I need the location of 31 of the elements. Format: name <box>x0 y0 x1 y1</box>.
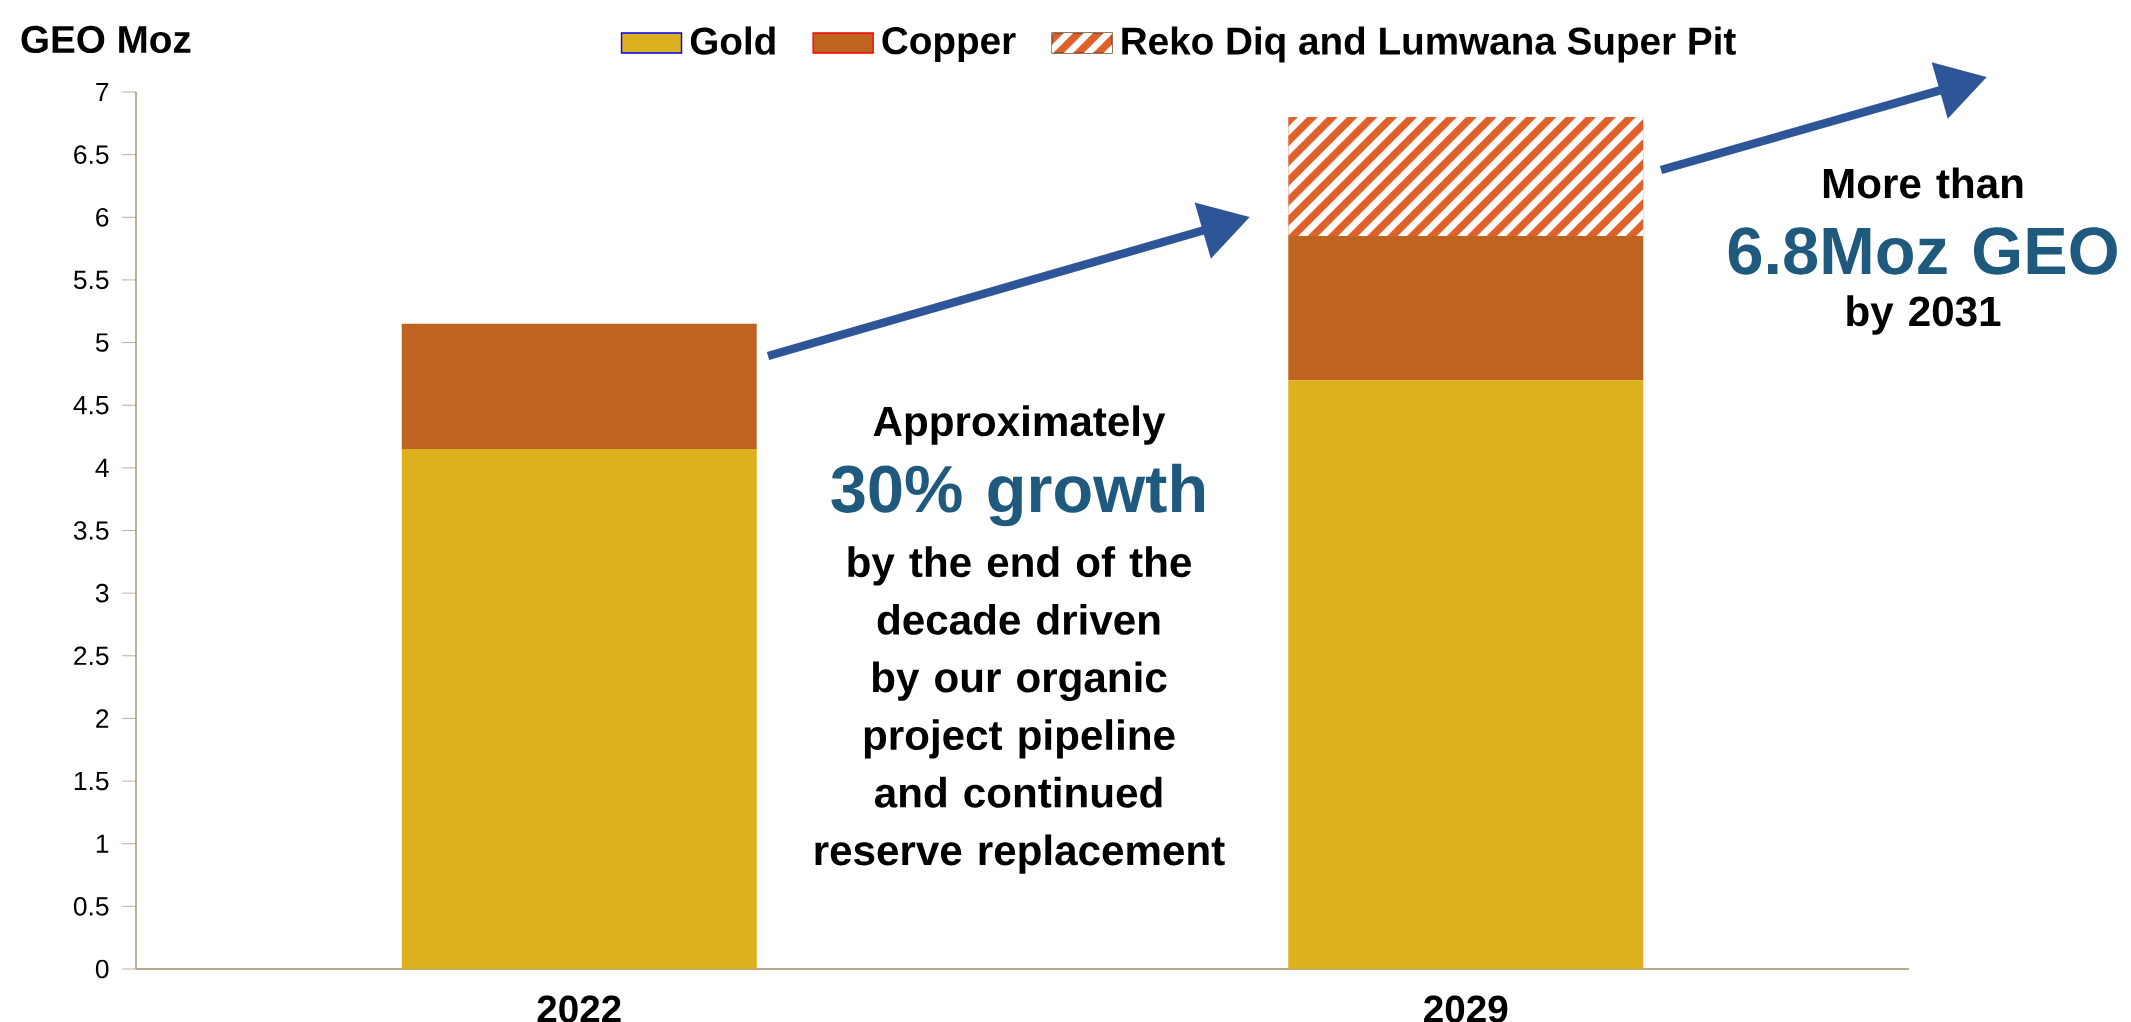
annotation: Approximately <box>873 405 1166 445</box>
y-tick-label: 3 <box>95 583 109 603</box>
bar <box>1288 236 1644 381</box>
y-tick-label: 7 <box>96 82 109 102</box>
y-tick-label: 4 <box>95 458 109 477</box>
x-tick-label: 2029 <box>1424 995 1508 1022</box>
y-tick-label: 3.5 <box>73 521 109 540</box>
y-tick-label: 2.5 <box>74 646 109 666</box>
y-tick-label: 2 <box>96 709 109 728</box>
x-tick-label: 2022 <box>537 995 621 1022</box>
y-tick-label: 0 <box>95 959 109 979</box>
y-tick-label: 4.5 <box>73 396 109 415</box>
y-tick-label: 5 <box>95 333 109 352</box>
annotation: by 2031 <box>1847 295 2001 335</box>
legend-label: Gold <box>690 26 775 55</box>
annotation: More than <box>1823 167 2023 199</box>
y-tick-label: 6.5 <box>74 145 109 164</box>
annotation: 6.8Moz GEO <box>1728 227 2117 275</box>
y-tick-label: 1.5 <box>74 771 109 791</box>
legend-label: Copper <box>882 26 1016 62</box>
annotation: 30% growth <box>831 463 1205 527</box>
legend-label: Reko Diq and Lumwana Super Pit <box>1122 26 1736 63</box>
bar <box>1288 380 1644 969</box>
annotation: by the end of the decade driven by our organic project pipeline and continued reserve replacement <box>815 546 1225 874</box>
y-tick-label: 1 <box>96 834 109 853</box>
y-axis-title: GEO Moz <box>21 25 191 54</box>
y-tick-label: 0.5 <box>73 897 109 916</box>
bar <box>401 323 757 450</box>
y-tick-label: 6 <box>96 207 109 227</box>
bar <box>401 449 757 969</box>
y-tick-label: 5.5 <box>73 270 109 290</box>
